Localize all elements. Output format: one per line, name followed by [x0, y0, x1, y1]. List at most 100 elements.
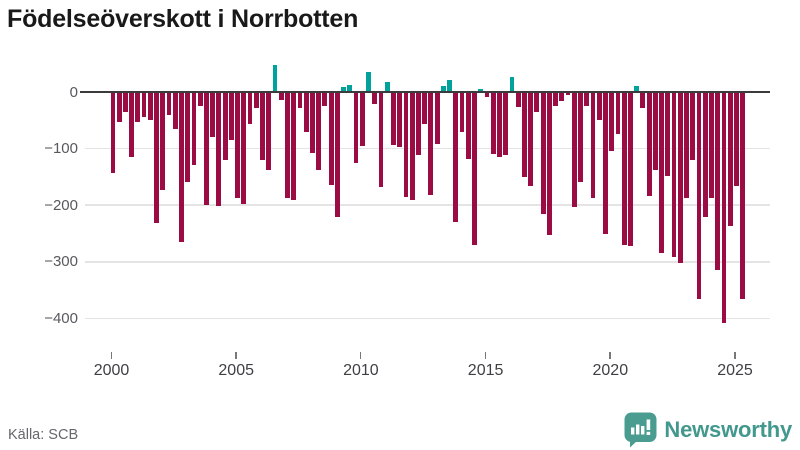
bar [559, 92, 565, 102]
bar [534, 92, 540, 113]
bar [603, 92, 608, 234]
bar [316, 92, 322, 171]
zero-line [80, 90, 770, 94]
bar [453, 92, 459, 222]
bar [715, 92, 721, 271]
bar [578, 92, 583, 182]
bar [584, 92, 590, 106]
bar [378, 92, 384, 188]
bar [297, 92, 303, 109]
bar [110, 92, 116, 173]
bar [228, 92, 234, 141]
bar [303, 92, 309, 133]
x-axis-label: 2015 [467, 362, 504, 379]
bar [652, 92, 658, 171]
bar [609, 92, 615, 152]
bar [179, 92, 184, 242]
bar [428, 92, 434, 195]
bar [571, 92, 577, 207]
x-axis-tick [734, 352, 736, 359]
bar [129, 92, 134, 158]
bar [391, 92, 396, 146]
bar [253, 92, 259, 109]
bar [565, 92, 571, 95]
source-label: Källa: SCB [8, 427, 79, 443]
bar [185, 92, 191, 182]
bar [628, 92, 633, 246]
x-axis-label: 2025 [717, 362, 753, 379]
bar [665, 92, 671, 176]
brand-name: Newsworthy [664, 417, 792, 442]
bar [372, 92, 378, 104]
bar [497, 92, 502, 158]
bar [272, 65, 278, 92]
bar [509, 77, 515, 92]
x-axis-label: 2005 [218, 362, 254, 379]
bar [222, 92, 228, 161]
bar [141, 92, 147, 117]
bar [621, 92, 627, 245]
bar [727, 92, 733, 227]
bar [677, 92, 683, 264]
bar [147, 92, 153, 121]
bar [422, 92, 428, 124]
bar [285, 92, 290, 199]
bar [490, 92, 496, 154]
bar [528, 92, 534, 186]
bar [135, 92, 141, 122]
bar [447, 80, 452, 92]
bar [709, 92, 714, 199]
gridline [85, 204, 770, 206]
bar [241, 92, 247, 205]
bar [210, 92, 216, 137]
bar [278, 92, 284, 100]
bar [671, 92, 677, 257]
bar [197, 92, 203, 106]
bar [440, 86, 446, 92]
bar [122, 92, 128, 112]
gridline [85, 317, 770, 320]
bar [166, 92, 172, 116]
bar [740, 92, 746, 299]
bar [702, 92, 708, 217]
bar [160, 92, 166, 190]
bar [503, 92, 509, 156]
bar [384, 81, 390, 92]
bar [546, 92, 552, 236]
bar [403, 92, 409, 197]
bar [409, 92, 415, 200]
bar [172, 92, 178, 129]
x-axis-tick [359, 352, 362, 359]
bar [590, 92, 596, 199]
bar [465, 92, 471, 159]
y-axis-label: −200 [44, 196, 78, 214]
bar [434, 92, 440, 144]
bar [615, 92, 621, 134]
bar [191, 92, 197, 165]
bar [334, 92, 340, 218]
bar [515, 92, 521, 107]
bar [366, 71, 371, 92]
bar [341, 87, 346, 92]
bar [459, 92, 465, 133]
bar [640, 92, 646, 108]
bar [472, 92, 477, 246]
bar [522, 92, 527, 177]
bar [484, 92, 490, 98]
chart-title: Födelseöverskott i Norrbotten [7, 5, 359, 33]
bar [684, 92, 689, 199]
newsworthy-logo-icon [624, 412, 657, 448]
newsworthy-logo: Newsworthy [624, 412, 792, 448]
bar [260, 92, 265, 161]
y-axis-label: 0 [69, 83, 78, 101]
bar [266, 92, 272, 171]
x-axis-tick [484, 352, 487, 359]
bar [353, 92, 359, 164]
bar [154, 92, 159, 224]
bar [397, 92, 403, 147]
bar [347, 84, 353, 92]
gridline [85, 147, 770, 150]
gridline [85, 261, 770, 263]
